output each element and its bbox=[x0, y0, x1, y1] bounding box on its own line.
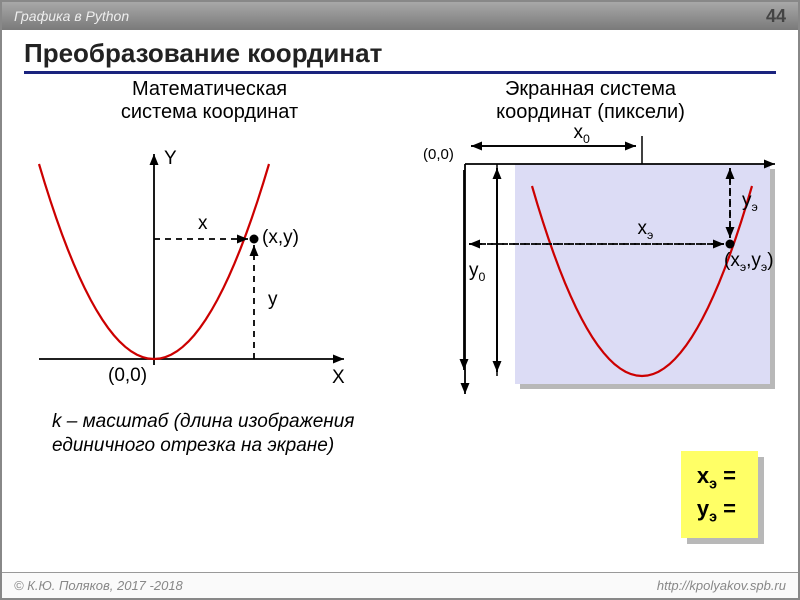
right-subtitle: Экранная системакоординат (пиксели) bbox=[405, 78, 776, 124]
footer: © К.Ю. Поляков, 2017 -2018 http://kpolya… bbox=[2, 572, 798, 598]
label-xe: xэ bbox=[638, 218, 654, 242]
formula-xe: xэ = bbox=[697, 461, 736, 495]
label-y0: y0 bbox=[469, 260, 485, 284]
label-point-right: (xэ,yэ) bbox=[724, 250, 774, 274]
title-bar: Преобразование координат bbox=[24, 38, 776, 74]
left-plot: Y X (0,0) x y (x,y) bbox=[24, 124, 395, 404]
label-x: x bbox=[198, 213, 208, 235]
page-number: 44 bbox=[766, 6, 786, 27]
header-left: Графика в Python bbox=[14, 8, 129, 24]
slide-title: Преобразование координат bbox=[24, 38, 776, 71]
footer-right: http://kpolyakov.spb.ru bbox=[657, 578, 786, 593]
right-panel: Экранная системакоординат (пиксели) (0,0… bbox=[405, 78, 776, 458]
label-ye: yэ bbox=[742, 190, 758, 214]
label-X: X bbox=[332, 367, 345, 389]
label-origin-left: (0,0) bbox=[108, 365, 147, 387]
label-y: y bbox=[268, 289, 278, 311]
footer-left: © К.Ю. Поляков, 2017 -2018 bbox=[14, 578, 183, 593]
left-panel: Математическаясистема координат Y X (0,0… bbox=[24, 78, 395, 458]
right-plot: (0,0) x0 y0 xэ yэ (xэ,yэ) bbox=[405, 124, 776, 424]
label-point-left: (x,y) bbox=[262, 227, 299, 249]
label-x0: x0 bbox=[574, 122, 590, 146]
formula-ye: yэ = bbox=[697, 494, 736, 528]
label-origin-right: (0,0) bbox=[423, 146, 454, 163]
left-subtitle: Математическаясистема координат bbox=[24, 78, 395, 124]
formula-box: xэ = yэ = bbox=[681, 451, 758, 538]
k-description: k – масштаб (длина изображения единичног… bbox=[24, 404, 395, 458]
label-Y: Y bbox=[164, 148, 177, 170]
slide-header: Графика в Python 44 bbox=[2, 2, 798, 30]
